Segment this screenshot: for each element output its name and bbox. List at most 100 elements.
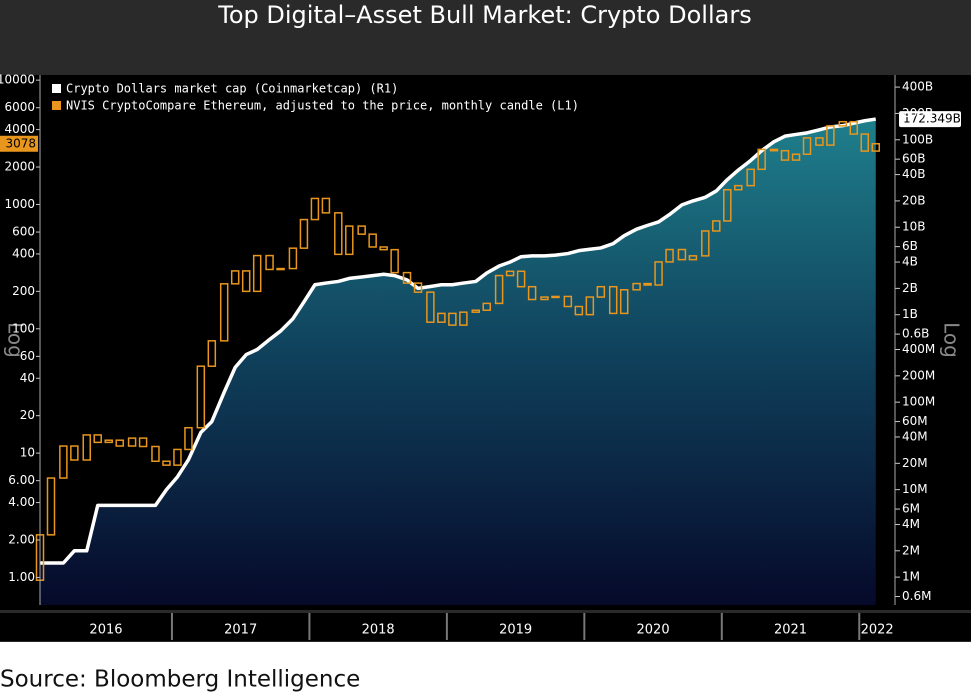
y2-tick-label: 0.6M <box>902 589 931 603</box>
y2-tick-label: 40M <box>902 429 928 443</box>
candle <box>184 426 193 451</box>
candle <box>643 282 652 286</box>
last-value-box <box>899 111 961 128</box>
candle <box>871 143 881 152</box>
candle <box>173 448 182 466</box>
candle <box>448 312 457 326</box>
y-tick-label: 60 <box>20 349 35 363</box>
candle <box>104 439 113 444</box>
x-tick-label: 2016 <box>89 623 122 638</box>
candle <box>769 148 779 152</box>
candle <box>734 184 743 191</box>
y-tick-label: 10000 <box>0 73 35 87</box>
candle <box>757 148 766 171</box>
candle <box>334 212 343 256</box>
candle <box>241 270 251 293</box>
candle <box>276 267 285 271</box>
candle <box>230 270 240 285</box>
y-tick-label: 20 <box>20 408 35 422</box>
candle <box>127 437 137 447</box>
y2-tick-label: 4M <box>902 517 920 531</box>
x-tick-label: 2019 <box>499 623 532 638</box>
x-axis-band <box>0 613 971 641</box>
candle <box>196 365 206 429</box>
y2-tick-label: 4B <box>902 255 918 269</box>
y2-tick-label: 100B <box>902 132 933 146</box>
y2-tick-label: 20M <box>902 456 928 470</box>
candle <box>665 248 674 263</box>
y-tick-label: 4000 <box>4 122 35 136</box>
candle <box>815 137 824 146</box>
y2-tick-label: 400B <box>902 80 933 94</box>
candle <box>563 295 573 308</box>
candle <box>505 270 515 277</box>
chart-title: Top Digital–Asset Bull Market: Crypto Do… <box>217 1 751 29</box>
y2-axis-title: Log <box>940 322 964 358</box>
y2-tick-label: 20B <box>902 193 926 207</box>
candle <box>70 445 79 461</box>
y-tick-label: 1.00 <box>8 570 35 584</box>
candle <box>791 153 801 161</box>
candle <box>219 283 229 342</box>
candle <box>826 125 835 146</box>
candle <box>746 168 755 187</box>
candle <box>138 437 148 448</box>
candle <box>688 255 698 261</box>
y-tick-label: 400 <box>12 246 35 260</box>
y-tick-label: 10 <box>20 446 35 460</box>
candle <box>596 285 606 298</box>
y-tick-label: 6000 <box>4 100 35 114</box>
candle <box>207 340 217 367</box>
candle <box>677 248 687 261</box>
last-value-label: 172.349B <box>903 112 961 126</box>
line <box>40 117 877 565</box>
candle <box>402 271 412 284</box>
x-tick-label: 2018 <box>362 623 395 638</box>
y2-tick-label: 1B <box>902 307 918 321</box>
y-tick-label: 6.00 <box>8 473 35 487</box>
candle <box>516 270 526 288</box>
y2-tick-label: 400M <box>902 342 935 356</box>
x-tick-label: 2022 <box>861 623 894 638</box>
y-tick-label: 4.00 <box>8 495 35 509</box>
y2-tick-label: 6B <box>902 239 918 253</box>
candle <box>345 225 354 256</box>
candle <box>82 434 91 461</box>
candle <box>459 311 468 326</box>
candle <box>288 247 298 270</box>
y2-tick-label: 6M <box>902 502 920 516</box>
candle <box>413 282 423 293</box>
y2-tick-label: 1M <box>902 570 920 584</box>
y2-tick-label: 2M <box>902 543 920 557</box>
y-tick-label: 2.00 <box>8 532 35 546</box>
candle <box>712 220 721 232</box>
legend-swatch <box>52 84 61 93</box>
candle <box>437 312 446 323</box>
x-tick-label: 2017 <box>224 623 257 638</box>
candle <box>59 445 68 479</box>
y2-tick-label: 60M <box>902 414 928 428</box>
candle <box>46 477 56 536</box>
y-tick-label: 100 <box>12 321 35 335</box>
y-tick-label: 1000 <box>4 197 35 211</box>
y-axis-title: Log <box>4 322 28 358</box>
candle <box>608 285 618 315</box>
y2-tick-label: 40B <box>902 167 926 181</box>
candle <box>585 296 595 316</box>
source-note: Source: Bloomberg Intelligence <box>0 667 360 693</box>
candle <box>115 439 124 447</box>
candle <box>482 302 491 311</box>
candle <box>551 295 560 299</box>
candle <box>265 254 274 271</box>
y2-tick-label: 60B <box>902 152 926 166</box>
candle <box>310 197 320 221</box>
last-value-box <box>0 135 38 152</box>
candle <box>619 289 629 315</box>
y2-tick-label: 10B <box>902 220 926 234</box>
candle <box>390 248 399 274</box>
candle <box>780 149 790 161</box>
candle <box>723 188 732 222</box>
plot: 172.349B 3078 <box>0 111 961 605</box>
